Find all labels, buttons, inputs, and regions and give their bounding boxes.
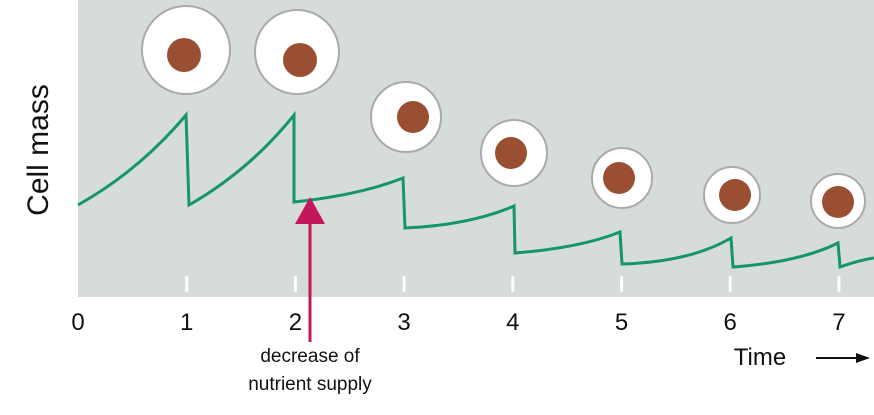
- time-arrow-head: [856, 353, 870, 363]
- annotation-text: decrease of: [260, 346, 360, 367]
- nucleus: [822, 186, 854, 218]
- x-tick-label: 7: [832, 309, 845, 336]
- x-tick-label: 3: [397, 309, 410, 336]
- nucleus: [495, 137, 527, 169]
- annotation-text: nutrient supply: [248, 374, 372, 395]
- x-tick-label: 1: [180, 309, 193, 336]
- x-tick-labels: 0 1 2 3 4 5 6 7: [71, 309, 845, 336]
- diagram: 0 1 2 3 4 5 6 7 decrease of nutrient supply Tim…: [0, 0, 874, 415]
- x-tick-label: 4: [506, 309, 519, 336]
- x-tick-label: 5: [615, 309, 628, 336]
- nucleus: [167, 38, 201, 72]
- nucleus: [603, 162, 635, 194]
- x-tick-label: 6: [724, 309, 737, 336]
- x-tick-label: 2: [289, 309, 302, 336]
- nucleus: [719, 179, 751, 211]
- nucleus: [283, 43, 317, 77]
- nucleus: [397, 101, 429, 133]
- y-axis-label: Cell mass: [22, 84, 55, 216]
- x-axis-label: Time: [734, 344, 786, 371]
- x-tick-label: 0: [71, 309, 84, 336]
